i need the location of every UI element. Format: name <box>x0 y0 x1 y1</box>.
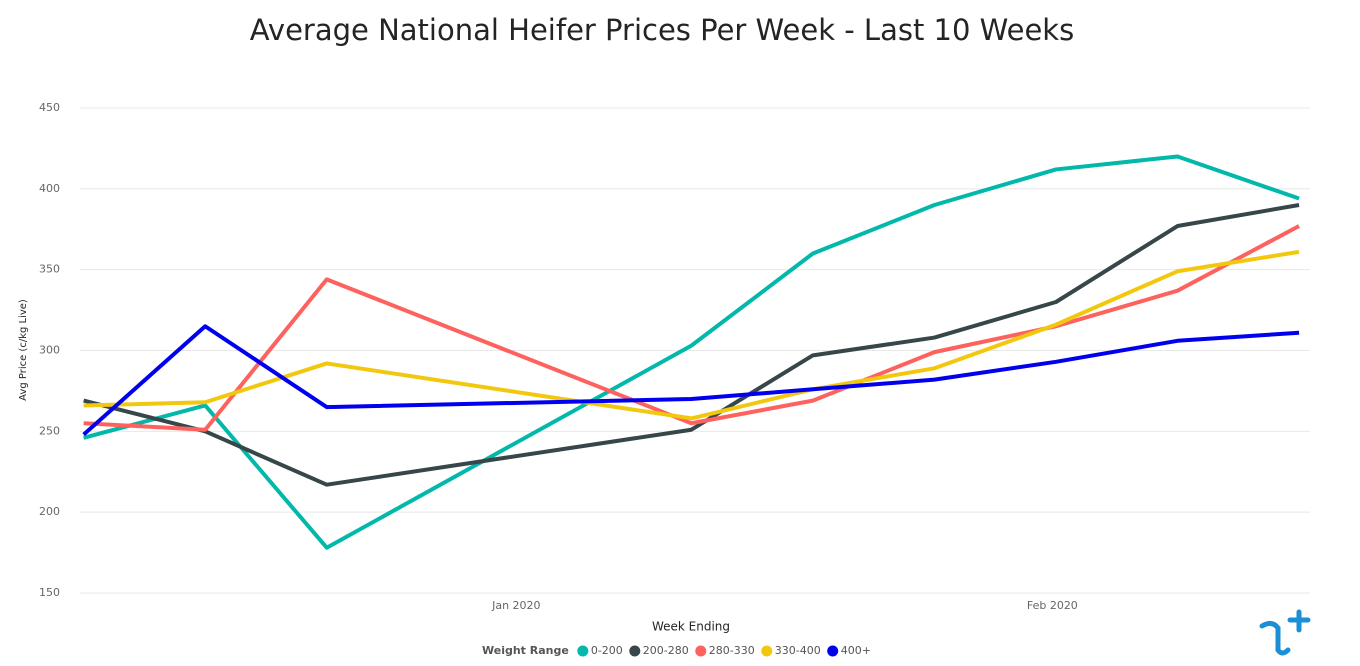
legend-title: Weight Range <box>482 644 569 657</box>
line-series <box>83 224 1300 432</box>
legend-label: 330-400 <box>775 644 821 657</box>
chart-title: Average National Heifer Prices Per Week … <box>250 13 1074 47</box>
line-series <box>83 249 1300 421</box>
x-tick-label: Jan 2020 <box>491 599 540 612</box>
legend-label: 200-280 <box>643 644 689 657</box>
y-tick-label: 350 <box>39 263 60 276</box>
logo <box>1259 609 1311 656</box>
legend-marker <box>827 645 839 657</box>
legend-marker <box>761 645 773 657</box>
legend-marker <box>577 645 589 657</box>
y-tick-label: 250 <box>39 424 60 437</box>
legend-marker <box>629 645 641 657</box>
legend-label: 280-330 <box>709 644 755 657</box>
y-tick-label: 400 <box>39 182 60 195</box>
line-series <box>83 203 1300 487</box>
y-tick-label: 300 <box>39 344 60 357</box>
x-tick-label: Feb 2020 <box>1027 599 1078 612</box>
legend-marker <box>695 645 707 657</box>
y-tick-label: 450 <box>39 101 60 114</box>
line-series <box>83 154 1300 550</box>
x-axis-label: Week Ending <box>652 620 730 634</box>
y-tick-label: 150 <box>39 586 60 599</box>
line-series <box>82 324 1300 437</box>
legend-label: 0-200 <box>591 644 623 657</box>
y-tick-label: 200 <box>39 505 60 518</box>
y-axis-label: Avg Price (c/kg Live) <box>18 299 29 401</box>
legend-label: 400+ <box>841 644 871 657</box>
